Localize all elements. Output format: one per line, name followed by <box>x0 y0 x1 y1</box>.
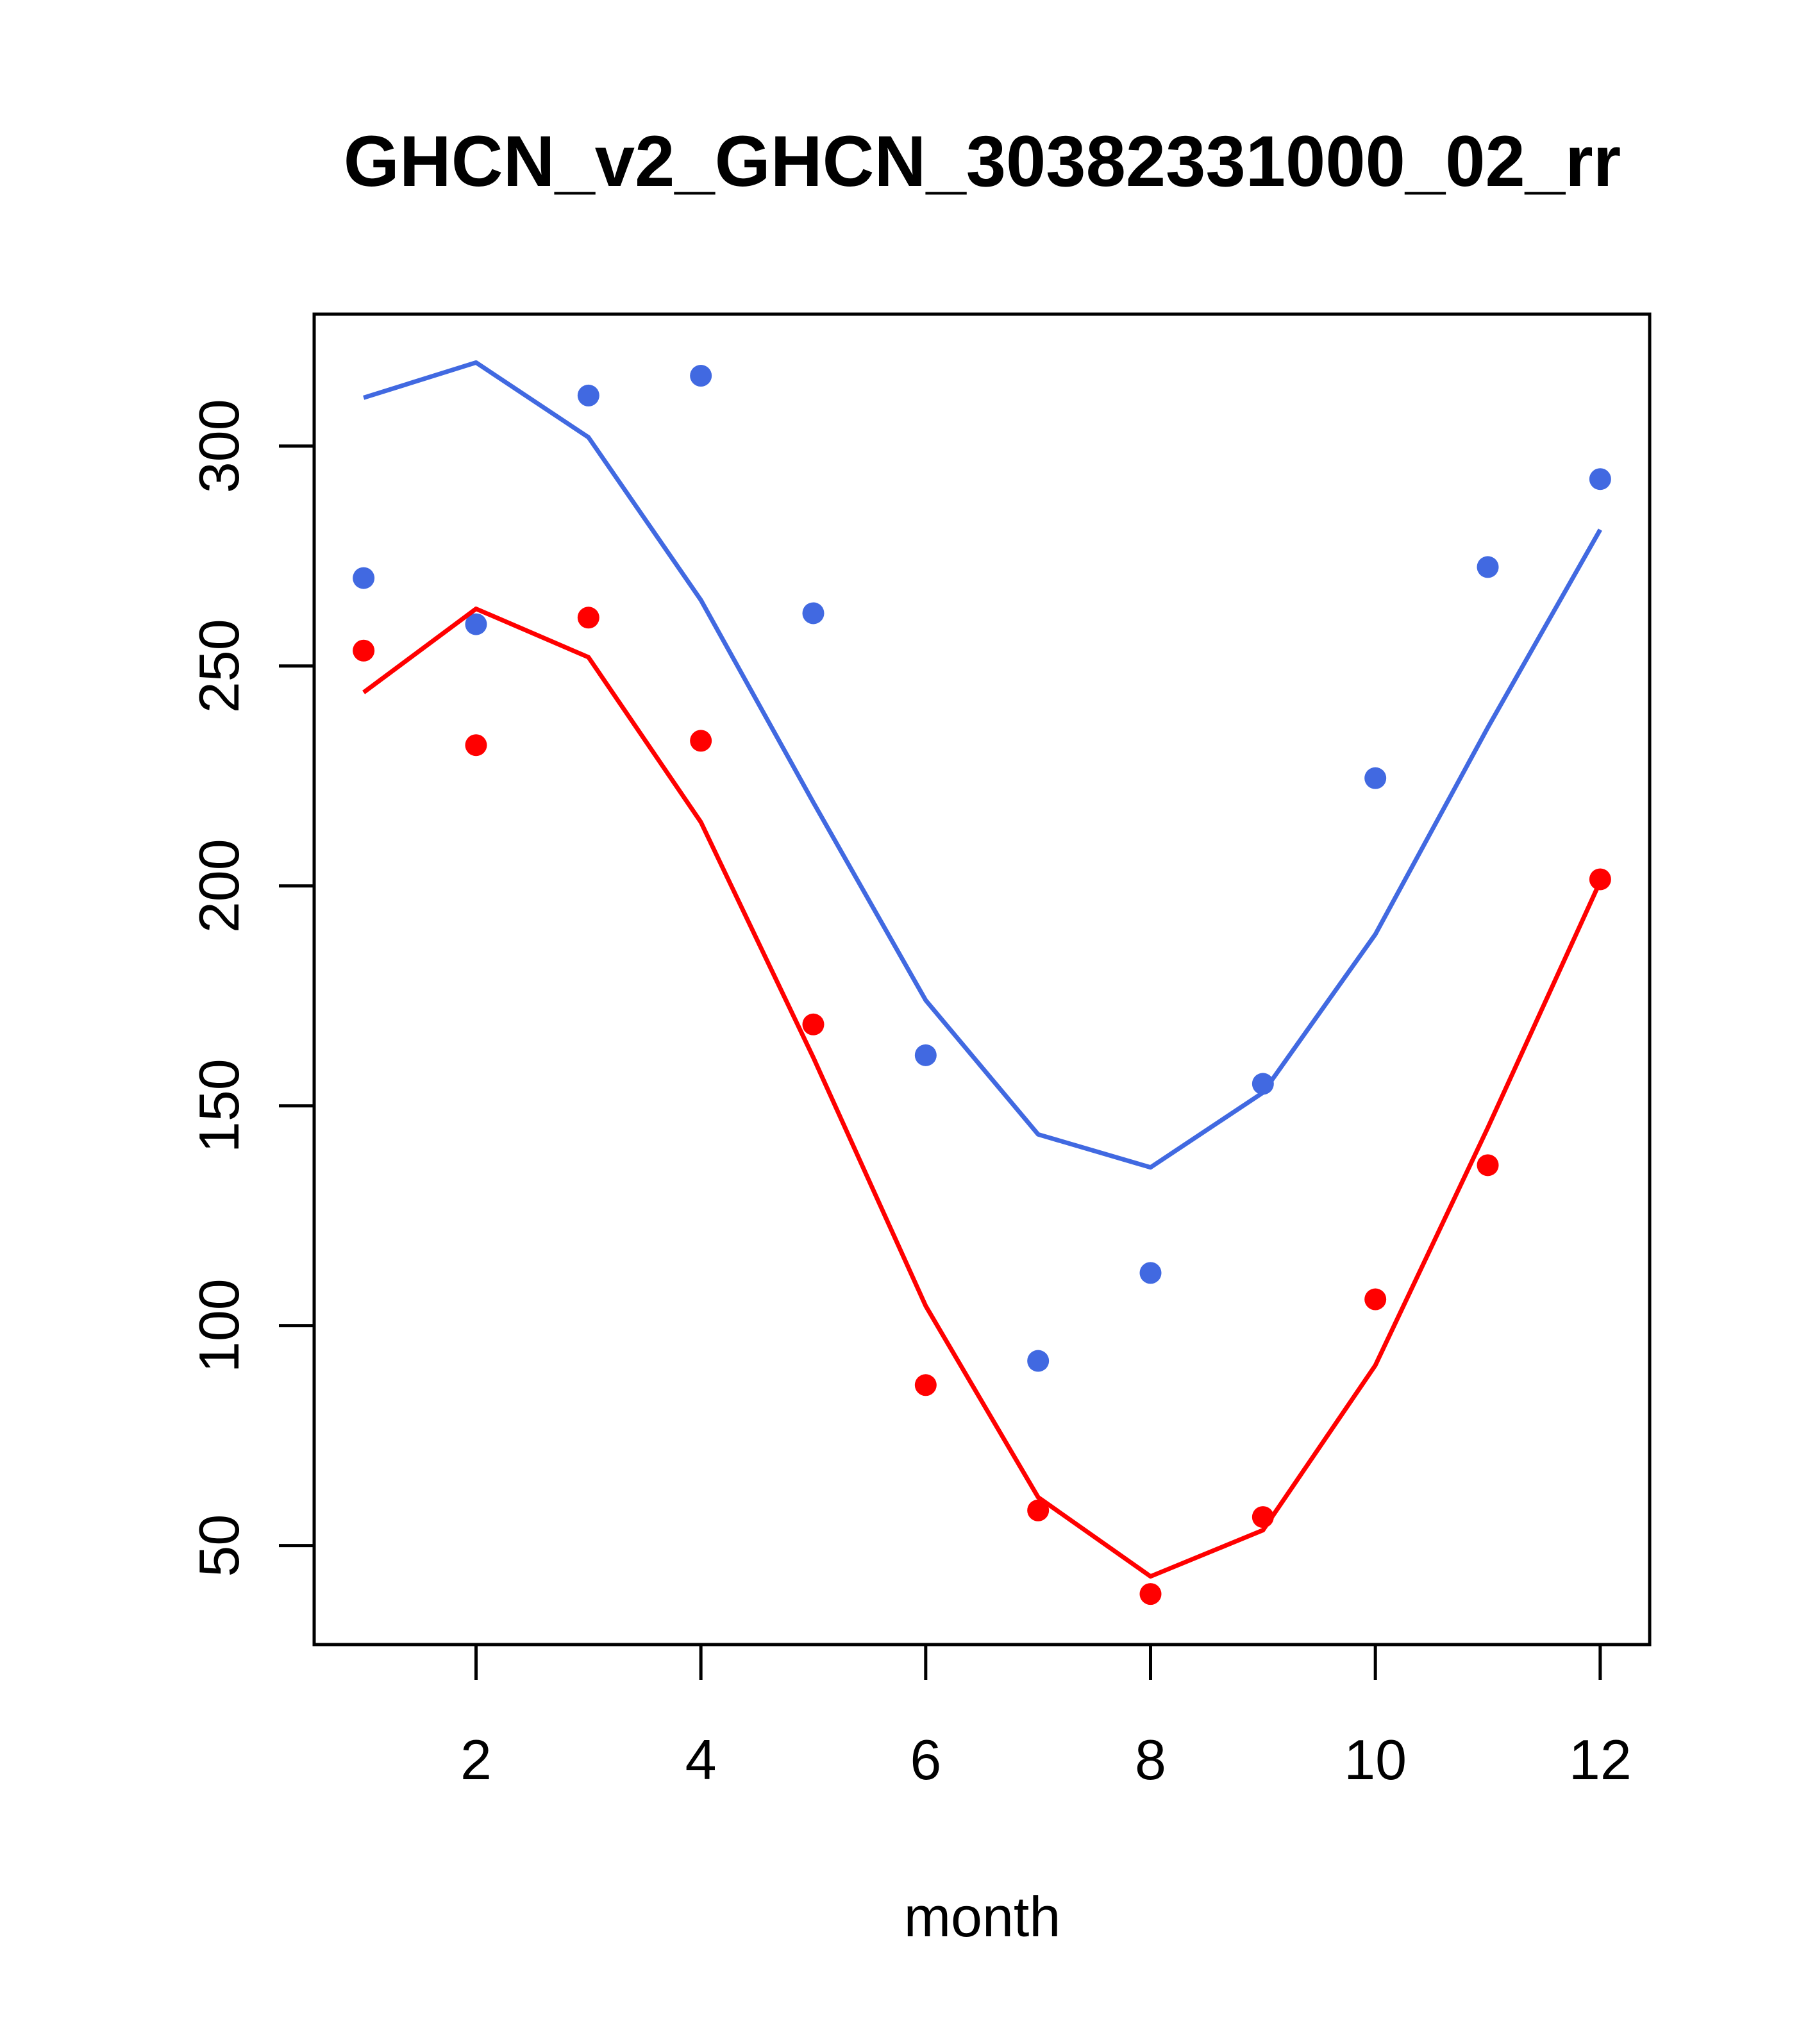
series-1-point <box>577 384 599 406</box>
x-tick-label: 12 <box>1569 1728 1632 1791</box>
plot-area-frame <box>312 312 1652 1646</box>
series-2-point <box>1139 1583 1162 1605</box>
series-2-point <box>802 1013 825 1035</box>
series-2-point <box>914 1374 937 1396</box>
series-1-point <box>1589 468 1611 490</box>
y-axis: 50 100 150 200 250 300 <box>187 399 316 1577</box>
y-tick-label: 50 <box>187 1514 251 1577</box>
x-axis: 2 4 6 8 10 12 <box>460 1643 1632 1791</box>
series-line-2 <box>362 607 1603 1579</box>
series-2-point <box>1364 1288 1387 1311</box>
series-1-point <box>802 602 825 624</box>
series-layer <box>353 360 1611 1605</box>
series-line-1 <box>363 360 1602 1170</box>
x-tick-label: 2 <box>460 1728 492 1791</box>
series-2-point <box>1252 1506 1274 1529</box>
series-2-point <box>1027 1499 1050 1521</box>
series-2-point <box>577 607 599 629</box>
series-1-point <box>914 1044 937 1066</box>
series-2-point <box>465 734 487 757</box>
x-tick-label: 8 <box>1135 1728 1166 1791</box>
y-tick-label: 200 <box>187 839 251 933</box>
series-2-point <box>1477 1154 1499 1177</box>
x-tick-label: 10 <box>1344 1728 1407 1791</box>
y-tick-label: 250 <box>187 619 251 713</box>
y-tick-label: 300 <box>187 399 251 493</box>
series-1-point <box>1139 1262 1162 1284</box>
series-1-point <box>1477 556 1499 578</box>
series-1-point <box>1364 767 1387 789</box>
series-1-point <box>690 365 712 387</box>
y-tick-label: 100 <box>187 1278 251 1373</box>
series-1-point <box>465 613 487 635</box>
y-tick-label: 150 <box>187 1059 251 1153</box>
series-1-point <box>353 567 375 589</box>
chart-title: GHCN_v2_GHCN_30382331000_02_rr <box>344 121 1621 201</box>
x-axis-label: month <box>904 1885 1061 1948</box>
series-1-point <box>1252 1073 1274 1095</box>
series-2-point <box>353 639 375 662</box>
x-tick-label: 6 <box>910 1728 941 1791</box>
series-1-point <box>1027 1350 1050 1372</box>
x-tick-label: 4 <box>685 1728 717 1791</box>
series-2-point <box>690 730 712 752</box>
series-2-point <box>1589 868 1611 891</box>
